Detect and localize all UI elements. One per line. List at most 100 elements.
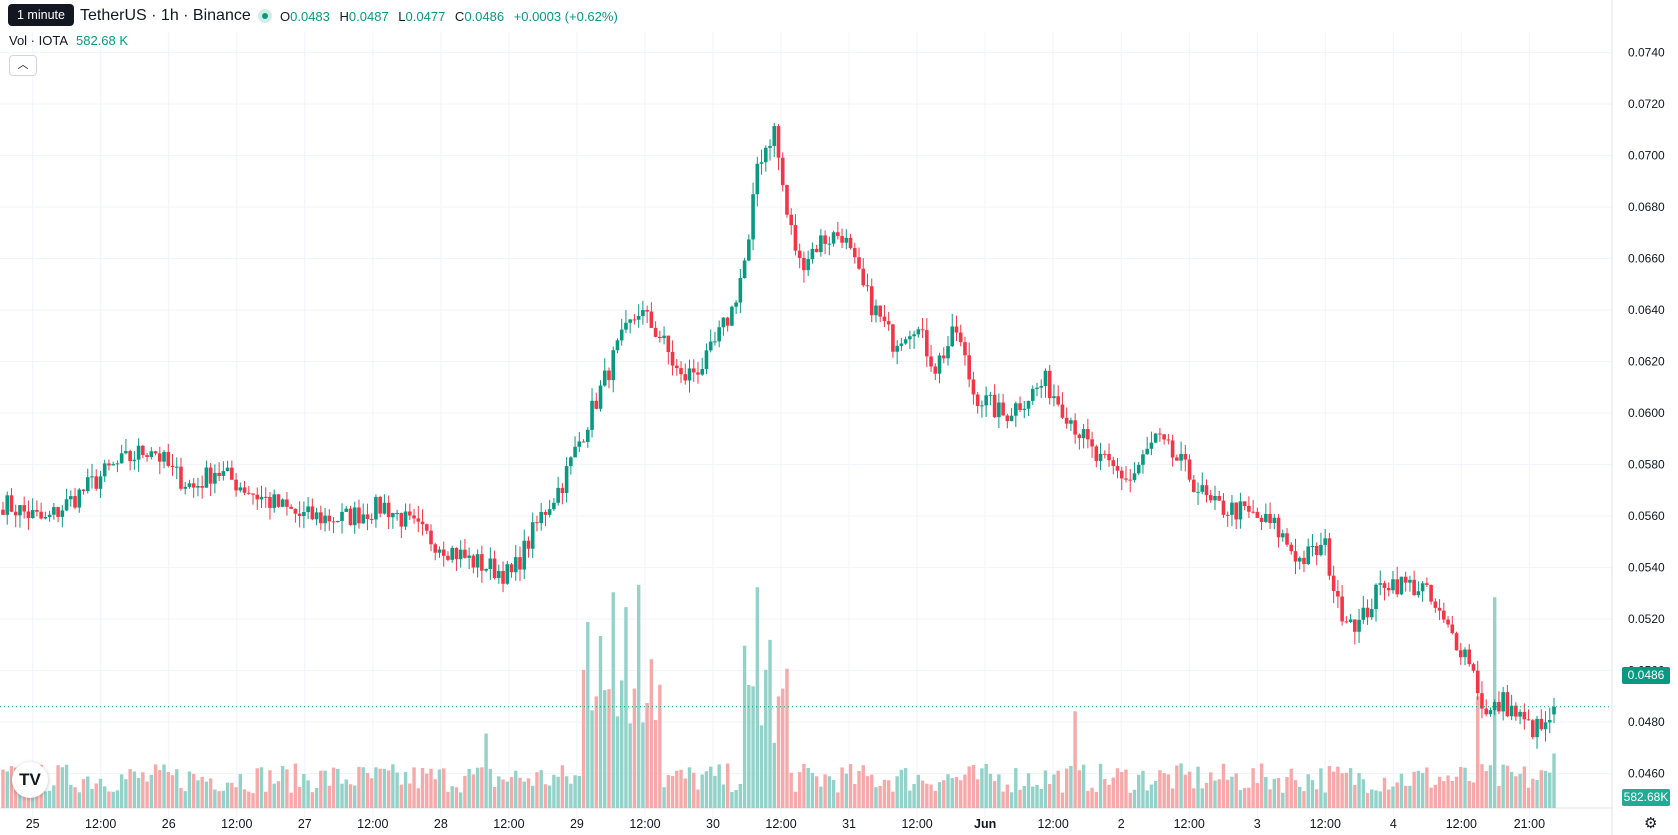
volume-bar: [1153, 781, 1158, 808]
candle-body: [645, 309, 649, 312]
candle-body: [1043, 370, 1048, 387]
candle-body: [1395, 579, 1400, 595]
candle-body: [1467, 649, 1472, 665]
volume-bar: [942, 780, 946, 808]
volume-bar: [984, 763, 988, 808]
candle-body: [1111, 460, 1116, 467]
volume-bar: [1115, 768, 1120, 808]
volume-bar: [1132, 789, 1137, 808]
volume-bar: [1217, 779, 1221, 808]
volume-bar: [1289, 768, 1293, 808]
volume-bar: [141, 772, 145, 808]
candle-body: [323, 515, 327, 524]
x-tick-label: 12:00: [1446, 817, 1477, 831]
volume-bar: [1442, 781, 1446, 808]
candle-body: [581, 441, 586, 443]
x-tick-label: 12:00: [1038, 817, 1069, 831]
volume-bar: [1149, 784, 1154, 808]
volume-bar: [302, 773, 306, 808]
volume-bar: [789, 772, 793, 808]
y-tick-label: 0.0520: [1628, 612, 1665, 626]
candle-body: [221, 471, 226, 476]
volume-bar: [1166, 774, 1171, 808]
candle-body: [1327, 538, 1332, 576]
candle-body: [874, 305, 878, 316]
candle-body: [1535, 718, 1539, 738]
candle-body: [916, 329, 921, 335]
volume-bar: [1192, 788, 1196, 808]
x-tick-label: 25: [26, 817, 40, 831]
volume-bar: [242, 789, 247, 808]
volume-bar: [9, 766, 14, 808]
x-tick-label: 12:00: [221, 817, 252, 831]
volume-bar: [1158, 770, 1162, 808]
volume-bar: [196, 780, 200, 808]
volume-bar: [310, 792, 315, 808]
candle-body: [391, 513, 395, 518]
candle-body: [725, 317, 730, 326]
volume-bar: [293, 763, 298, 808]
volume-bar: [912, 784, 916, 808]
candle-body: [403, 511, 408, 527]
symbol-title[interactable]: TetherUS · 1h · Binance: [80, 7, 251, 24]
candle-body: [200, 486, 204, 488]
x-tick-label: 2: [1118, 817, 1125, 831]
candle-body: [653, 327, 658, 337]
candle-body: [344, 508, 349, 512]
volume-bar: [378, 768, 382, 808]
candle-body: [1183, 454, 1188, 460]
volume-bar: [878, 785, 882, 808]
volume-bar: [158, 770, 162, 808]
candle-body: [263, 496, 268, 498]
volume-bar: [1035, 785, 1039, 808]
candle-body: [547, 509, 552, 515]
candle-body: [831, 232, 836, 244]
volume-bar: [1094, 791, 1099, 808]
volume-bar: [751, 686, 755, 808]
volume-bar: [1086, 790, 1090, 808]
volume-bar: [1056, 770, 1060, 808]
candle-body: [662, 335, 666, 339]
candle-body: [162, 451, 166, 462]
x-tick-label: 31: [842, 817, 856, 831]
volume-bar: [518, 777, 522, 808]
volume-bar: [119, 774, 124, 808]
volume-bar: [848, 764, 853, 808]
volume-bar: [365, 772, 370, 808]
volume-bar: [416, 788, 420, 808]
candle-body: [1526, 719, 1531, 721]
volume-bar: [1285, 776, 1289, 808]
last-price-tag: 0.0486: [1622, 667, 1670, 684]
candle-body: [780, 157, 785, 186]
gear-icon[interactable]: ⚙: [1644, 815, 1658, 832]
volume-bar: [734, 790, 738, 808]
volume-bar: [420, 767, 425, 808]
candle-body: [1136, 464, 1141, 474]
volume-bar: [704, 771, 709, 808]
volume-bar: [509, 777, 514, 808]
candle-body: [90, 476, 94, 478]
candle-body: [624, 322, 628, 330]
volume-bar: [1073, 711, 1077, 808]
volume-bar: [891, 791, 895, 808]
candle-body: [1471, 664, 1476, 671]
volume-bar: [1382, 777, 1387, 808]
volume-bar: [297, 787, 302, 808]
candle-body: [1522, 711, 1527, 720]
collapse-legend-button[interactable]: ︿: [9, 55, 37, 76]
volume-bar: [573, 775, 577, 808]
candle-body: [1547, 720, 1552, 723]
candle-body: [530, 522, 535, 549]
candle-body: [1175, 457, 1179, 461]
volume-bar: [1048, 783, 1052, 808]
volume-bar: [1145, 790, 1149, 808]
candle-body: [242, 487, 247, 493]
candle-body: [1077, 434, 1082, 439]
volume-bar: [166, 771, 170, 808]
tradingview-logo-icon[interactable]: TV: [12, 762, 48, 798]
candle-body: [776, 126, 781, 158]
candle-body: [649, 311, 654, 328]
volume-bar: [628, 723, 632, 808]
volume-bar: [1098, 763, 1103, 808]
